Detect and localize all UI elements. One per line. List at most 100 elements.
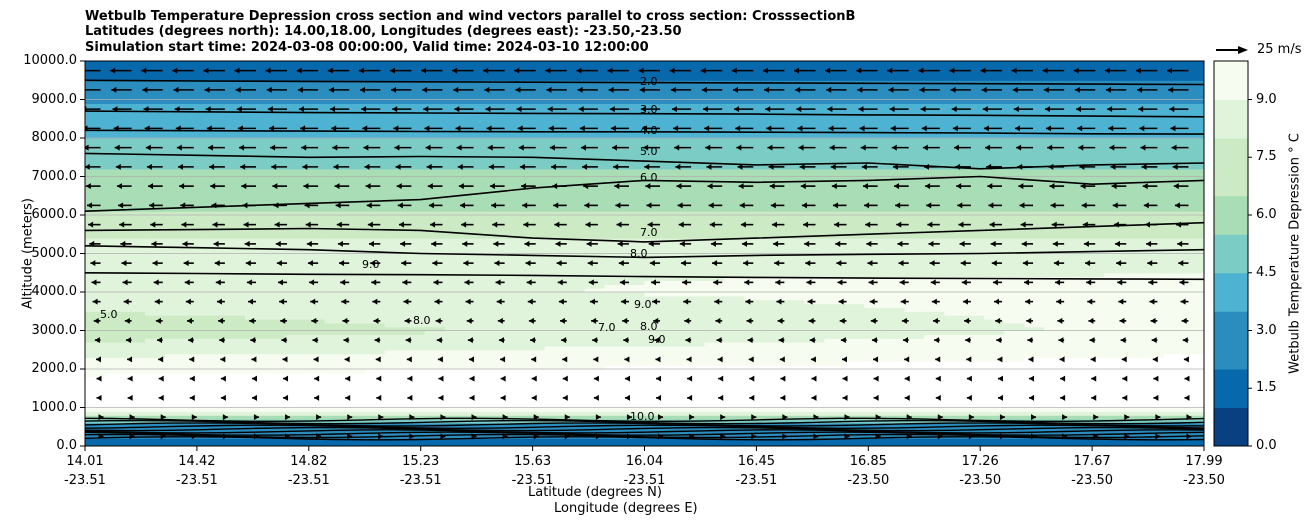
contour-fill-cell — [344, 372, 366, 378]
contour-fill-cell — [944, 345, 965, 351]
contour-fill-cell — [344, 138, 366, 143]
contour-fill-cell — [1064, 284, 1085, 289]
contour-fill-cell — [764, 191, 785, 197]
contour-fill-cell — [904, 199, 925, 205]
contour-fill-cell — [164, 257, 186, 262]
contour-fill-cell — [1024, 318, 1045, 324]
contour-fill-cell — [264, 215, 286, 220]
contour-fill-cell — [544, 299, 566, 305]
contour-fill-cell — [364, 180, 386, 185]
contour-fill-cell — [564, 234, 586, 239]
contour-fill-cell — [524, 91, 546, 97]
contour-fill-cell — [424, 134, 446, 139]
contour-fill-cell — [204, 292, 226, 297]
contour-fill-cell — [844, 230, 865, 235]
contour-fill-cell — [864, 257, 885, 262]
contour-fill-cell — [244, 138, 266, 143]
contour-fill-cell — [85, 207, 106, 212]
contour-fill-cell — [204, 326, 226, 332]
contour-fill-cell — [124, 95, 146, 101]
contour-fill-cell — [444, 91, 466, 97]
contour-fill-cell — [724, 191, 746, 197]
contour-fill-cell — [644, 180, 666, 185]
contour-fill-cell — [164, 399, 186, 405]
contour-fill-cell — [684, 311, 706, 316]
contour-fill-cell — [124, 265, 146, 270]
contour-fill-cell — [324, 103, 346, 108]
contour-fill-cell — [104, 384, 126, 389]
contour-fill-cell — [584, 388, 606, 393]
contour-fill-cell — [404, 303, 426, 308]
contour-fill-cell — [144, 211, 166, 216]
contour-fill-cell — [964, 265, 985, 270]
contour-fill-cell — [924, 91, 945, 97]
contour-fill-cell — [324, 268, 346, 274]
contour-fill-cell — [784, 365, 805, 370]
contour-fill-cell — [544, 114, 566, 120]
contour-fill-cell — [1024, 184, 1045, 189]
contour-fill-cell — [884, 191, 905, 197]
contour-fill-cell — [85, 365, 106, 370]
contour-fill-cell — [704, 415, 726, 420]
contour-fill-cell — [844, 307, 865, 312]
contour-fill-cell — [124, 415, 146, 420]
contour-fill-cell — [1044, 342, 1065, 347]
contour-fill-cell — [904, 61, 925, 66]
contour-fill-cell — [624, 369, 646, 374]
contour-fill-cell — [404, 442, 426, 446]
contour-fill-cell — [344, 338, 366, 343]
contour-fill-cell — [364, 403, 386, 409]
contour-fill-cell — [724, 249, 746, 255]
contour-fill-cell — [324, 245, 346, 251]
contour-fill-cell — [784, 280, 805, 285]
contour-fill-cell — [924, 288, 945, 293]
contour-fill-cell — [544, 307, 566, 312]
contour-fill-cell — [284, 403, 306, 409]
contour-fill-cell — [604, 345, 626, 351]
contour-fill-cell — [284, 338, 306, 343]
contour-fill-cell — [104, 176, 126, 181]
contour-fill-cell — [584, 415, 606, 420]
contour-fill-cell — [464, 380, 486, 385]
contour-fill-cell — [424, 403, 446, 409]
contour-fill-cell — [1044, 345, 1065, 351]
contour-fill-cell — [204, 257, 226, 262]
contour-fill-cell — [744, 184, 765, 189]
contour-fill-cell — [504, 61, 526, 66]
contour-fill-cell — [264, 195, 286, 201]
contour-fill-cell — [804, 326, 825, 332]
contour-fill-cell — [344, 342, 366, 347]
contour-fill-cell — [924, 322, 945, 328]
contour-fill-cell — [624, 353, 646, 359]
contour-fill-cell — [384, 199, 406, 205]
contour-fill-cell — [704, 91, 726, 97]
contour-fill-cell — [744, 245, 765, 251]
contour-fill-cell — [984, 84, 1005, 89]
contour-fill-cell — [904, 64, 925, 70]
contour-fill-cell — [284, 307, 306, 312]
contour-fill-cell — [644, 372, 666, 378]
contour-fill-cell — [464, 145, 486, 151]
contour-fill-cell — [984, 345, 1005, 351]
contour-fill-cell — [124, 395, 146, 401]
contour-fill-cell — [784, 76, 805, 81]
contour-fill-cell — [544, 311, 566, 316]
contour-fill-cell — [424, 72, 446, 77]
contour-fill-cell — [124, 230, 146, 235]
contour-fill-cell — [1024, 322, 1045, 328]
contour-fill-cell — [684, 176, 706, 181]
contour-fill-cell — [784, 345, 805, 351]
contour-fill-cell — [284, 399, 306, 405]
contour-fill-cell — [864, 207, 885, 212]
contour-fill-cell — [344, 72, 366, 77]
contour-fill-cell — [964, 280, 985, 285]
contour-fill-cell — [144, 342, 166, 347]
contour-fill-cell — [744, 114, 765, 120]
contour-fill-cell — [164, 330, 186, 335]
contour-fill-cell — [864, 103, 885, 108]
contour-fill-cell — [704, 426, 726, 432]
contour-fill-cell — [164, 253, 186, 258]
contour-fill-cell — [164, 122, 186, 128]
contour-fill-cell — [524, 84, 546, 89]
contour-fill-cell — [224, 326, 246, 332]
